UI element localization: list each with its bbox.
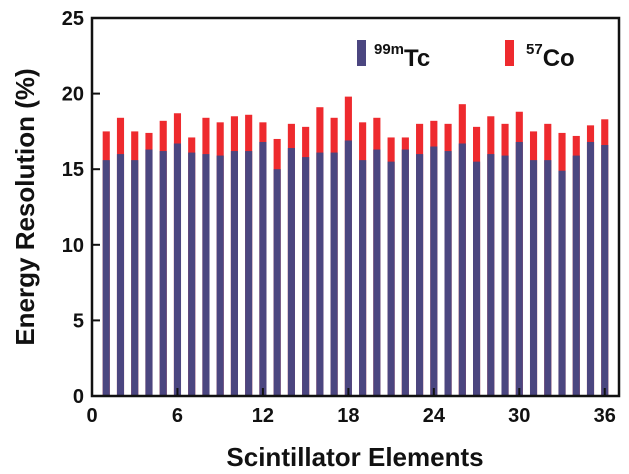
bar-series-1-element-11: [245, 151, 253, 396]
y-tick-label-5: 5: [73, 310, 84, 332]
bar-series-1-element-21: [387, 161, 395, 396]
bar-series-1-element-34: [572, 155, 580, 396]
bar-series-1-element-14: [287, 148, 295, 396]
bar-series-1-element-3: [131, 160, 139, 396]
bar-series-1-element-26: [458, 143, 466, 396]
legend: 99mTc 57Co: [357, 40, 575, 72]
bar-series-1-element-1: [102, 160, 110, 396]
bar-series-1-element-4: [145, 149, 153, 396]
plot-frame: [90, 16, 621, 398]
legend-swatch-series-1: [357, 40, 366, 66]
bar-series-1-element-33: [558, 170, 566, 396]
bar-series-1-element-12: [259, 141, 267, 396]
bar-series-1-element-17: [330, 152, 338, 396]
y-tick-label-10: 10: [62, 235, 84, 257]
bar-series-1-element-19: [359, 160, 367, 396]
x-tick-label-12: 12: [252, 405, 274, 427]
y-tick-label-25: 25: [62, 8, 84, 30]
legend-swatch-series-2: [505, 40, 514, 66]
x-tick-label-24: 24: [423, 405, 446, 427]
bars-layer: [102, 96, 609, 397]
bar-series-1-element-27: [473, 161, 481, 396]
x-tick-label-6: 6: [172, 405, 183, 427]
bar-series-1-element-15: [302, 157, 310, 396]
y-tick-label-15: 15: [62, 159, 84, 181]
bar-series-1-element-18: [344, 140, 352, 396]
bar-series-1-element-6: [173, 143, 182, 396]
x-tick-label-30: 30: [508, 405, 530, 427]
bar-series-1-element-2: [116, 154, 125, 396]
bar-series-1-element-28: [487, 154, 495, 396]
bar-series-1-element-5: [159, 151, 167, 396]
x-tick-label-0: 0: [86, 405, 97, 427]
bar-series-1-element-16: [316, 152, 324, 396]
x-tick-label-18: 18: [337, 405, 359, 427]
ticks-layer: 0 5 10 15 20 25 0 6 12 18 24 30 36: [62, 8, 616, 427]
bar-series-1-element-36: [601, 145, 609, 396]
bar-series-1-element-30: [515, 141, 523, 396]
y-tick-label-20: 20: [62, 84, 84, 106]
bar-series-1-element-31: [529, 160, 538, 396]
y-axis-title: Energy Resolution (%): [10, 68, 40, 345]
bar-series-1-element-9: [216, 155, 224, 396]
x-axis-title: Scintillator Elements: [226, 442, 483, 472]
bar-series-1-element-20: [373, 149, 381, 396]
bar-series-1-element-10: [230, 151, 238, 396]
bar-series-1-element-8: [202, 154, 210, 396]
bar-series-1-element-22: [401, 149, 409, 396]
bar-series-1-element-25: [444, 151, 452, 396]
legend-label-series-1: 99mTc: [374, 41, 430, 72]
bar-series-1-element-7: [188, 152, 196, 396]
bar-series-1-element-24: [430, 146, 438, 396]
x-tick-label-36: 36: [594, 405, 616, 427]
bar-series-1-element-23: [416, 154, 424, 396]
y-tick-label-0: 0: [73, 386, 84, 408]
legend-label-series-2: 57Co: [526, 41, 575, 72]
bar-series-1-element-13: [273, 169, 281, 396]
bar-series-1-element-29: [501, 155, 509, 396]
bar-series-1-element-35: [586, 141, 595, 396]
bar-series-1-element-32: [544, 160, 552, 396]
